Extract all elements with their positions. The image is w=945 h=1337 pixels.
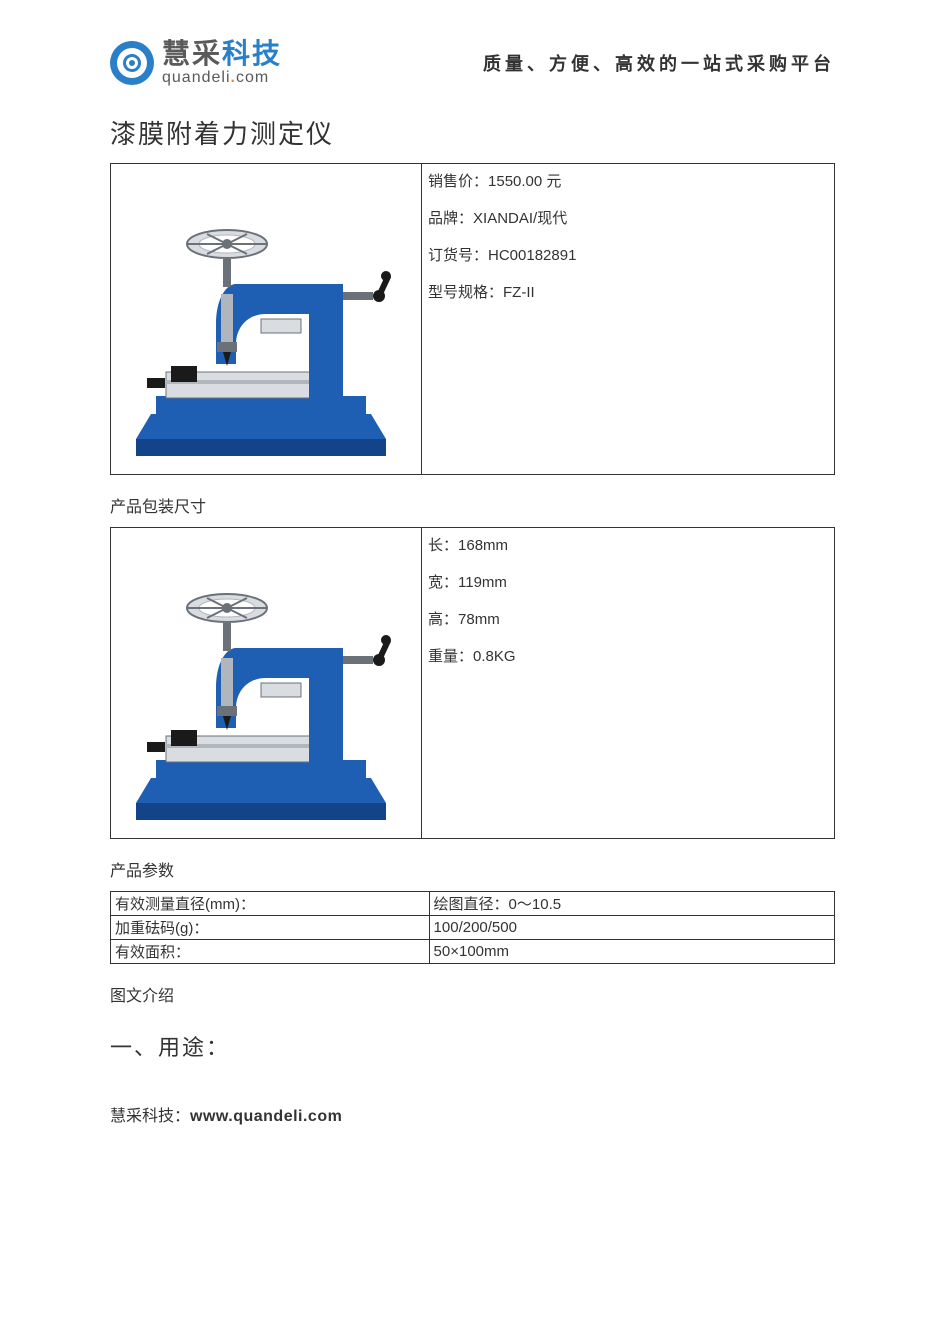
package-image-cell <box>111 528 422 839</box>
model-value: FZ-II <box>503 284 535 301</box>
model-line: 型号规格：FZ-II <box>428 281 828 302</box>
length-value: 168mm <box>458 537 508 554</box>
param-key: 加重砝码(g)： <box>111 916 430 940</box>
page-header: 慧采科技 quandeli.com 质量、方便、高效的一站式采购平台 <box>110 40 835 86</box>
param-value: 绘图直径：0～10.5 <box>429 892 834 916</box>
params-section-label: 产品参数 <box>110 857 835 881</box>
price-value: 1550.00 元 <box>488 173 561 190</box>
param-value: 50×100mm <box>429 940 834 964</box>
page-footer: 慧采科技：www.quandeli.com <box>110 1102 835 1126</box>
order-value: HC00182891 <box>488 247 576 264</box>
width-label: 宽： <box>428 574 458 591</box>
table-row: 有效测量直径(mm)： 绘图直径：0～10.5 <box>111 892 835 916</box>
footer-url: www.quandeli.com <box>190 1108 342 1125</box>
model-label: 型号规格： <box>428 284 503 301</box>
param-key: 有效测量直径(mm)： <box>111 892 430 916</box>
price-line: 销售价：1550.00 元 <box>428 170 828 191</box>
package-image <box>111 528 421 838</box>
header-slogan: 质量、方便、高效的一站式采购平台 <box>483 50 835 76</box>
param-value: 100/200/500 <box>429 916 834 940</box>
logo: 慧采科技 quandeli.com <box>110 40 282 86</box>
product-image-cell <box>111 164 422 475</box>
weight-value: 0.8KG <box>473 648 516 665</box>
price-label: 销售价： <box>428 173 488 190</box>
logo-cn-part2: 科技 <box>222 38 282 69</box>
params-table: 有效测量直径(mm)： 绘图直径：0～10.5 加重砝码(g)： 100/200… <box>110 891 835 964</box>
product-title: 漆膜附着力测定仪 <box>110 114 835 151</box>
package-info-table: 长：168mm 宽：119mm 高：78mm 重量：0.8KG <box>110 527 835 839</box>
logo-en-pre: quandeli <box>162 69 231 86</box>
brand-line: 品牌：XIANDAI/现代 <box>428 207 828 228</box>
intro-heading: 一、用途： <box>110 1030 835 1062</box>
package-details-cell: 长：168mm 宽：119mm 高：78mm 重量：0.8KG <box>422 528 835 839</box>
logo-icon <box>110 41 154 85</box>
footer-company: 慧采科技： <box>110 1108 190 1125</box>
intro-section-label: 图文介绍 <box>110 982 835 1006</box>
package-section-label: 产品包装尺寸 <box>110 493 835 517</box>
order-line: 订货号：HC00182891 <box>428 244 828 265</box>
height-value: 78mm <box>458 611 500 628</box>
product-image <box>111 164 421 474</box>
product-info-table: 销售价：1550.00 元 品牌：XIANDAI/现代 订货号：HC001828… <box>110 163 835 475</box>
width-line: 宽：119mm <box>428 571 828 592</box>
product-details-cell: 销售价：1550.00 元 品牌：XIANDAI/现代 订货号：HC001828… <box>422 164 835 475</box>
logo-cn-part1: 慧采 <box>162 38 222 69</box>
table-row: 有效面积： 50×100mm <box>111 940 835 964</box>
logo-text: 慧采科技 quandeli.com <box>162 40 282 86</box>
height-label: 高： <box>428 611 458 628</box>
logo-en-post: com <box>236 69 269 86</box>
param-key: 有效面积： <box>111 940 430 964</box>
width-value: 119mm <box>458 574 507 591</box>
table-row: 加重砝码(g)： 100/200/500 <box>111 916 835 940</box>
weight-line: 重量：0.8KG <box>428 645 828 666</box>
order-label: 订货号： <box>428 247 488 264</box>
weight-label: 重量： <box>428 648 473 665</box>
height-line: 高：78mm <box>428 608 828 629</box>
brand-value: XIANDAI/现代 <box>473 210 567 227</box>
brand-label: 品牌： <box>428 210 473 227</box>
length-line: 长：168mm <box>428 534 828 555</box>
length-label: 长： <box>428 537 458 554</box>
